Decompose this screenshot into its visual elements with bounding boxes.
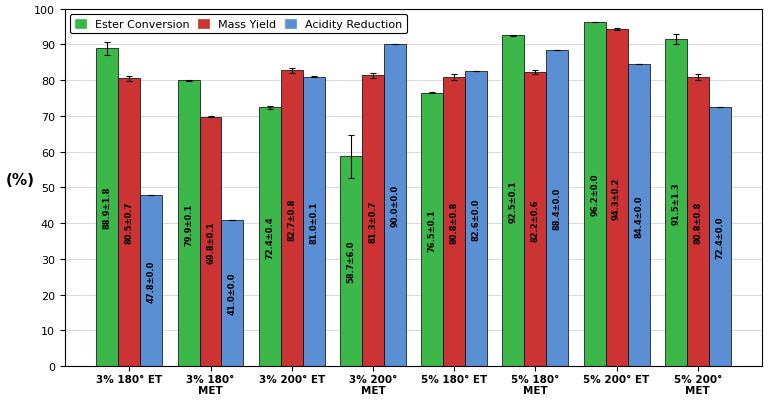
Text: 47.8±0.0: 47.8±0.0 <box>147 260 156 302</box>
Bar <box>200 117 221 366</box>
Text: 92.5±0.1: 92.5±0.1 <box>509 180 518 223</box>
Bar <box>465 72 487 366</box>
Text: 90.0±0.0: 90.0±0.0 <box>390 185 399 227</box>
Text: 79.9±0.1: 79.9±0.1 <box>184 203 193 245</box>
Bar <box>627 65 650 366</box>
Bar <box>584 23 606 366</box>
Bar <box>422 93 443 366</box>
Y-axis label: (%): (%) <box>5 173 35 188</box>
Legend: Ester Conversion, Mass Yield, Acidity Reduction: Ester Conversion, Mass Yield, Acidity Re… <box>70 15 407 34</box>
Bar <box>118 79 141 366</box>
Text: 81.3±0.7: 81.3±0.7 <box>369 200 377 242</box>
Text: 72.4±0.4: 72.4±0.4 <box>265 216 274 258</box>
Bar <box>525 73 546 366</box>
Text: 58.7±6.0: 58.7±6.0 <box>346 240 356 283</box>
Bar <box>709 108 730 366</box>
Bar <box>340 157 362 366</box>
Text: 76.5±0.1: 76.5±0.1 <box>428 209 437 251</box>
Text: 80.8±0.8: 80.8±0.8 <box>694 201 702 243</box>
Text: 82.2±0.6: 82.2±0.6 <box>531 198 540 241</box>
Text: 91.5±1.3: 91.5±1.3 <box>671 182 680 224</box>
Text: 96.2±0.0: 96.2±0.0 <box>590 174 599 216</box>
Bar <box>177 81 200 366</box>
Bar <box>281 71 303 366</box>
Text: 69.8±0.1: 69.8±0.1 <box>206 221 215 263</box>
Bar <box>221 220 243 366</box>
Bar <box>96 49 118 366</box>
Bar <box>443 78 465 366</box>
Text: 41.0±0.0: 41.0±0.0 <box>228 272 237 314</box>
Bar <box>303 77 325 366</box>
Text: 80.5±0.7: 80.5±0.7 <box>124 202 134 244</box>
Text: 82.7±0.8: 82.7±0.8 <box>287 198 296 240</box>
Text: 82.6±0.0: 82.6±0.0 <box>472 198 481 240</box>
Bar <box>259 108 281 366</box>
Bar <box>384 45 406 366</box>
Bar <box>141 196 162 366</box>
Bar <box>606 30 627 366</box>
Text: 88.4±0.0: 88.4±0.0 <box>553 188 562 230</box>
Text: 94.3±0.2: 94.3±0.2 <box>612 177 621 219</box>
Text: 84.4±0.0: 84.4±0.0 <box>634 194 643 237</box>
Text: 80.8±0.8: 80.8±0.8 <box>450 201 458 243</box>
Bar <box>502 36 525 366</box>
Text: 72.4±0.0: 72.4±0.0 <box>715 216 724 258</box>
Text: 88.9±1.8: 88.9±1.8 <box>103 186 112 229</box>
Bar <box>687 78 709 366</box>
Bar <box>362 76 384 366</box>
Bar <box>665 40 687 366</box>
Bar <box>546 51 568 366</box>
Text: 81.0±0.1: 81.0±0.1 <box>310 200 318 243</box>
